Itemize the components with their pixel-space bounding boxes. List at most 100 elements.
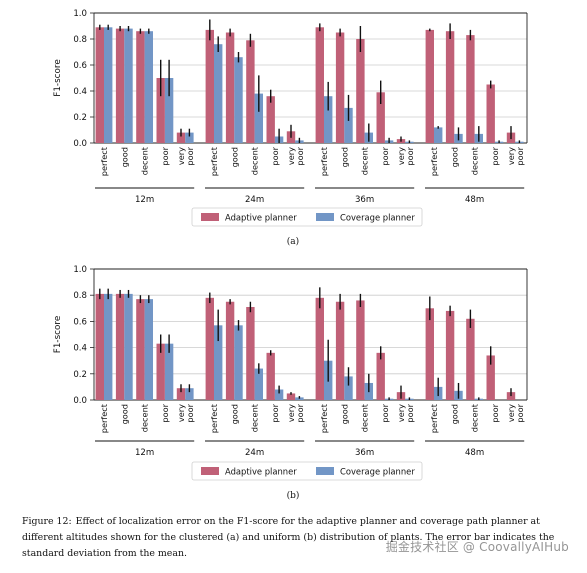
adaptive-bar bbox=[205, 29, 214, 143]
legend-label: Adaptive planner bbox=[225, 213, 297, 223]
x-tick-label: decent bbox=[360, 403, 370, 432]
adaptive-bar bbox=[115, 28, 125, 144]
group-label: 36m bbox=[355, 195, 374, 205]
x-tick-label: good bbox=[119, 404, 129, 424]
x-tick-label: perfect bbox=[429, 146, 439, 176]
y-tick-label: 0.6 bbox=[73, 61, 87, 71]
x-tick-label-group: decent bbox=[470, 146, 480, 175]
x-tick-label-group: verypoor bbox=[506, 146, 525, 165]
adaptive-bar bbox=[486, 84, 495, 143]
x-tick-label-group: perfect bbox=[429, 403, 439, 433]
x-tick-label-group: good bbox=[339, 404, 349, 424]
y-tick-label: 0.2 bbox=[73, 113, 87, 123]
watermark: 掘金技术社区 @ CoovallyAIHub bbox=[385, 540, 569, 554]
x-tick-label-group: good bbox=[339, 147, 349, 167]
coverage-bar bbox=[185, 388, 194, 400]
group-label: 36m bbox=[355, 448, 374, 458]
group-label: 24m bbox=[245, 448, 264, 458]
x-tick-label: poor bbox=[380, 146, 390, 165]
x-tick-label-group: perfect bbox=[99, 146, 109, 176]
y-tick-label: 1.0 bbox=[73, 265, 87, 275]
legend-swatch-adaptive bbox=[201, 213, 219, 221]
x-tick-label-group: perfect bbox=[319, 403, 329, 433]
legend: Adaptive planner Coverage planner bbox=[191, 461, 423, 481]
x-tick-label-group: perfect bbox=[319, 146, 329, 176]
x-tick-label: verypoor bbox=[396, 146, 415, 165]
adaptive-bar bbox=[445, 31, 455, 144]
x-tick-label-group: poor bbox=[160, 146, 170, 165]
y-tick-label: 0.0 bbox=[73, 396, 87, 406]
coverage-bar bbox=[274, 389, 284, 400]
adaptive-bar bbox=[205, 297, 214, 400]
panel-label: (a) bbox=[287, 236, 299, 247]
coverage-bar bbox=[234, 325, 243, 400]
y-tick-label: 0.0 bbox=[73, 139, 87, 149]
coverage-bar bbox=[104, 27, 113, 143]
adaptive-bar bbox=[315, 297, 324, 400]
chart-panel-b: 0.0 0.2 0.4 0.6 0.8 1.0 F1-score perfect good dec… bbox=[53, 265, 528, 501]
y-axis-label: F1-score bbox=[53, 59, 63, 96]
x-tick-label-group: poor bbox=[490, 146, 500, 165]
coverage-bar bbox=[214, 325, 223, 400]
adaptive-bar bbox=[425, 308, 434, 400]
x-tick-label-group: verypoor bbox=[286, 146, 305, 165]
adaptive-bar bbox=[356, 39, 365, 143]
x-tick-label-group: perfect bbox=[429, 146, 439, 176]
x-tick-label-group: poor bbox=[490, 403, 500, 422]
y-tick-label: 0.8 bbox=[73, 291, 87, 301]
coverage-bar bbox=[254, 93, 263, 143]
adaptive-bar bbox=[246, 40, 255, 143]
group-label: 12m bbox=[135, 195, 154, 205]
adaptive-bar bbox=[95, 293, 104, 400]
x-tick-label: perfect bbox=[429, 403, 439, 433]
x-tick-label: poor bbox=[270, 403, 280, 422]
legend-swatch-adaptive bbox=[201, 467, 219, 475]
coverage-bar bbox=[124, 293, 133, 400]
x-tick-label: decent bbox=[360, 146, 370, 175]
adaptive-bar bbox=[315, 27, 324, 143]
x-tick-label-group: poor bbox=[160, 403, 170, 422]
chart-panel-a: 0.0 0.2 0.4 0.6 0.8 1.0 F1-score perfect good dec… bbox=[53, 9, 528, 247]
adaptive-bar bbox=[266, 96, 275, 143]
legend-swatch-coverage bbox=[316, 467, 334, 475]
adaptive-bar bbox=[466, 35, 475, 143]
adaptive-bar bbox=[425, 29, 434, 143]
x-tick-label: poor bbox=[490, 403, 500, 422]
x-tick-label: poor bbox=[160, 403, 170, 422]
x-tick-label: good bbox=[449, 147, 459, 167]
coverage-bar bbox=[214, 44, 223, 144]
x-tick-label-group: poor bbox=[380, 403, 390, 422]
x-tick-label: verypoor bbox=[286, 146, 305, 165]
legend-label: Adaptive planner bbox=[225, 467, 297, 477]
adaptive-bar bbox=[95, 27, 104, 143]
y-tick-label: 0.2 bbox=[73, 370, 87, 380]
adaptive-bar bbox=[335, 301, 345, 400]
x-tick-label: poor bbox=[270, 146, 280, 165]
adaptive-bar bbox=[466, 318, 475, 400]
y-tick-label: 0.4 bbox=[73, 87, 87, 97]
x-tick-label-group: decent bbox=[140, 403, 150, 432]
x-tick-label-group: perfect bbox=[209, 146, 219, 176]
x-tick-label: decent bbox=[250, 403, 260, 432]
x-tick-label: decent bbox=[140, 403, 150, 432]
group-label: 48m bbox=[465, 195, 484, 205]
x-tick-label: verypoor bbox=[396, 403, 415, 422]
x-tick-label-group: verypoor bbox=[396, 403, 415, 422]
x-tick-label: decent bbox=[470, 403, 480, 432]
adaptive-bar bbox=[445, 310, 455, 400]
adaptive-bar bbox=[156, 78, 165, 143]
adaptive-bar bbox=[136, 31, 145, 144]
x-tick-label-group: decent bbox=[360, 146, 370, 175]
x-tick-label: perfect bbox=[209, 403, 219, 433]
x-tick-label-group: poor bbox=[380, 146, 390, 165]
adaptive-bar bbox=[246, 306, 255, 400]
x-tick-label-group: decent bbox=[360, 403, 370, 432]
x-tick-label-group: good bbox=[119, 404, 129, 424]
x-tick-label: verypoor bbox=[176, 403, 195, 422]
coverage-bar bbox=[344, 107, 353, 143]
x-tick-label: good bbox=[339, 147, 349, 167]
legend-frame bbox=[191, 461, 423, 481]
coverage-bar bbox=[104, 293, 113, 400]
adaptive-bar bbox=[156, 343, 165, 400]
adaptive-bar bbox=[176, 132, 186, 143]
